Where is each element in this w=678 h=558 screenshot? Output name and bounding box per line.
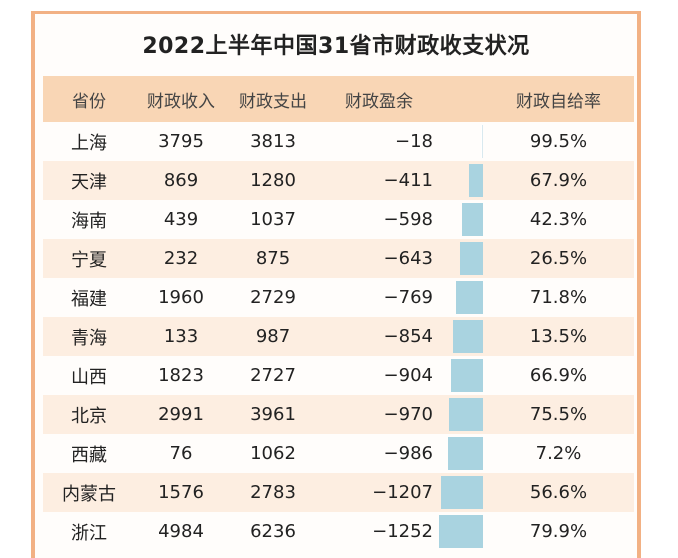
self-sufficiency-cell: 7.2% (535, 443, 582, 464)
self-sufficiency-cell: 71.8% (529, 287, 588, 308)
self-sufficiency-cell: 42.3% (529, 209, 588, 230)
self-sufficiency-cell: 79.9% (529, 521, 588, 542)
header-self-sufficiency: 财政自给率 (516, 91, 601, 112)
table-row: 青海 133 987 −854 13.5% (43, 317, 634, 356)
self-sufficiency-cell: 66.9% (529, 365, 588, 386)
table-row: 浙江 4984 6236 −1252 79.9% (43, 512, 634, 551)
surplus-cell: −598 (383, 209, 433, 230)
table-frame: 2022上半年中国31省市财政收支状况 省份 财政收入 财政支出 财政盈余 财政… (31, 11, 641, 558)
surplus-bar (481, 125, 483, 158)
surplus-bar (453, 320, 483, 353)
table-row: 山西 1823 2727 −904 66.9% (43, 356, 634, 395)
province-cell: 上海 (71, 132, 107, 154)
self-sufficiency-cell: 56.6% (529, 482, 588, 503)
revenue-cell: 133 (163, 326, 199, 347)
header-expenditure: 财政支出 (239, 91, 307, 112)
expenditure-cell: 1037 (250, 209, 296, 230)
table-header: 省份 财政收入 财政支出 财政盈余 财政自给率 (43, 76, 634, 122)
surplus-bar (451, 359, 483, 392)
table-row: 海南 439 1037 −598 42.3% (43, 200, 634, 239)
expenditure-cell: 987 (255, 326, 291, 347)
table-row: 北京 2991 3961 −970 75.5% (43, 395, 634, 434)
province-cell: 福建 (71, 288, 107, 310)
revenue-cell: 3795 (158, 131, 204, 152)
province-cell: 山西 (71, 366, 107, 388)
expenditure-cell: 2727 (250, 365, 296, 386)
expenditure-cell: 2729 (250, 287, 296, 308)
province-cell: 浙江 (71, 522, 107, 544)
province-cell: 西藏 (71, 444, 107, 466)
surplus-cell: −986 (383, 443, 433, 464)
expenditure-cell: 875 (255, 248, 291, 269)
table-row: 宁夏 232 875 −643 26.5% (43, 239, 634, 278)
revenue-cell: 1576 (158, 482, 204, 503)
page-title: 2022上半年中国31省市财政收支状况 (142, 34, 530, 59)
province-cell: 天津 (71, 171, 107, 193)
self-sufficiency-cell: 13.5% (529, 326, 588, 347)
surplus-cell: −854 (383, 326, 433, 347)
header-revenue: 财政收入 (147, 91, 215, 112)
table-row: 西藏 76 1062 −986 7.2% (43, 434, 634, 473)
surplus-cell: −643 (383, 248, 433, 269)
self-sufficiency-cell: 26.5% (529, 248, 588, 269)
table-row: 上海 3795 3813 −18 99.5% (43, 122, 634, 161)
province-cell: 内蒙古 (62, 483, 116, 505)
table-row: 天津 869 1280 −411 67.9% (43, 161, 634, 200)
table-row: 福建 1960 2729 −769 71.8% (43, 278, 634, 317)
surplus-bar (448, 437, 483, 470)
revenue-cell: 232 (163, 248, 199, 269)
surplus-bar (456, 281, 483, 314)
revenue-cell: 76 (169, 443, 193, 464)
surplus-cell: −18 (395, 131, 433, 152)
header-province: 省份 (72, 91, 106, 112)
surplus-bar (449, 398, 483, 431)
revenue-cell: 4984 (158, 521, 204, 542)
surplus-cell: −411 (383, 170, 433, 191)
surplus-cell: −904 (383, 365, 433, 386)
expenditure-cell: 1280 (250, 170, 296, 191)
expenditure-cell: 2783 (250, 482, 296, 503)
expenditure-cell: 1062 (250, 443, 296, 464)
surplus-bar (462, 203, 483, 236)
surplus-bar (439, 515, 483, 548)
revenue-cell: 1823 (158, 365, 204, 386)
self-sufficiency-cell: 75.5% (529, 404, 588, 425)
surplus-cell: −970 (383, 404, 433, 425)
surplus-bar (469, 164, 483, 197)
surplus-cell: −769 (383, 287, 433, 308)
table-row: 内蒙古 1576 2783 −1207 56.6% (43, 473, 634, 512)
expenditure-cell: 6236 (250, 521, 296, 542)
self-sufficiency-cell: 99.5% (529, 131, 588, 152)
header-surplus: 财政盈余 (345, 91, 413, 112)
revenue-cell: 439 (163, 209, 199, 230)
expenditure-cell: 3961 (250, 404, 296, 425)
revenue-cell: 1960 (158, 287, 204, 308)
province-cell: 海南 (71, 210, 107, 232)
expenditure-cell: 3813 (250, 131, 296, 152)
revenue-cell: 869 (163, 170, 199, 191)
surplus-bar (441, 476, 483, 509)
self-sufficiency-cell: 67.9% (529, 170, 588, 191)
surplus-cell: −1207 (372, 482, 433, 503)
surplus-bar (460, 242, 483, 275)
province-cell: 青海 (71, 327, 107, 349)
province-cell: 北京 (71, 405, 107, 427)
revenue-cell: 2991 (158, 404, 204, 425)
surplus-cell: −1252 (372, 521, 433, 542)
province-cell: 宁夏 (71, 249, 107, 271)
